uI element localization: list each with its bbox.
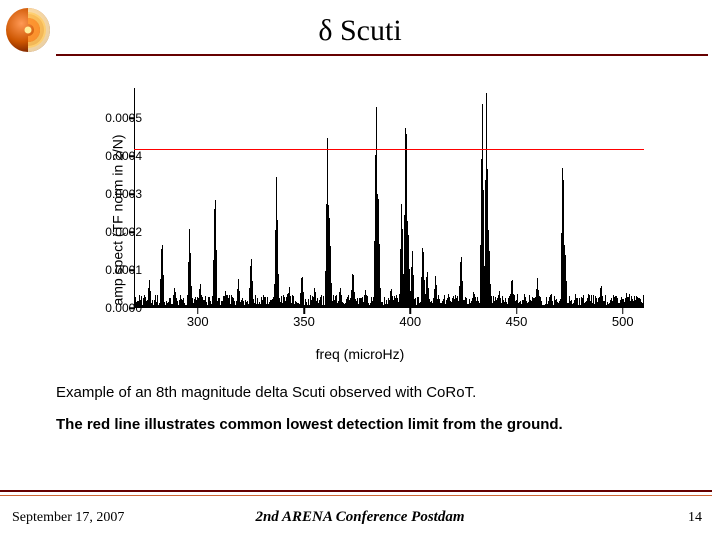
footer-page-number: 14 [688, 510, 702, 526]
footer-rule-inner [0, 495, 712, 496]
x-tick-label: 300 [187, 314, 209, 329]
spectrum-trace [134, 88, 644, 308]
x-axis-label: freq (microHz) [60, 346, 660, 362]
x-tick-label: 450 [506, 314, 528, 329]
footer: September 17, 2007 2nd ARENA Conference … [0, 504, 720, 528]
x-tick-label: 350 [293, 314, 315, 329]
caption-line-1: Example of an 8th magnitude delta Scuti … [56, 384, 476, 401]
title-underline [56, 54, 708, 56]
x-tick-label: 400 [399, 314, 421, 329]
x-tick-label: 500 [612, 314, 634, 329]
spectrum-chart: amp spect (TF norm in 2/N) freq (microHz… [60, 80, 660, 360]
caption-line-2: The red line illustrates common lowest d… [56, 416, 563, 433]
footer-conference: 2nd ARENA Conference Postdam [0, 509, 720, 526]
detection-limit-line [134, 149, 644, 150]
header: δ Scuti [0, 0, 720, 70]
page-title: δ Scuti [0, 14, 720, 48]
footer-rule [0, 490, 712, 492]
